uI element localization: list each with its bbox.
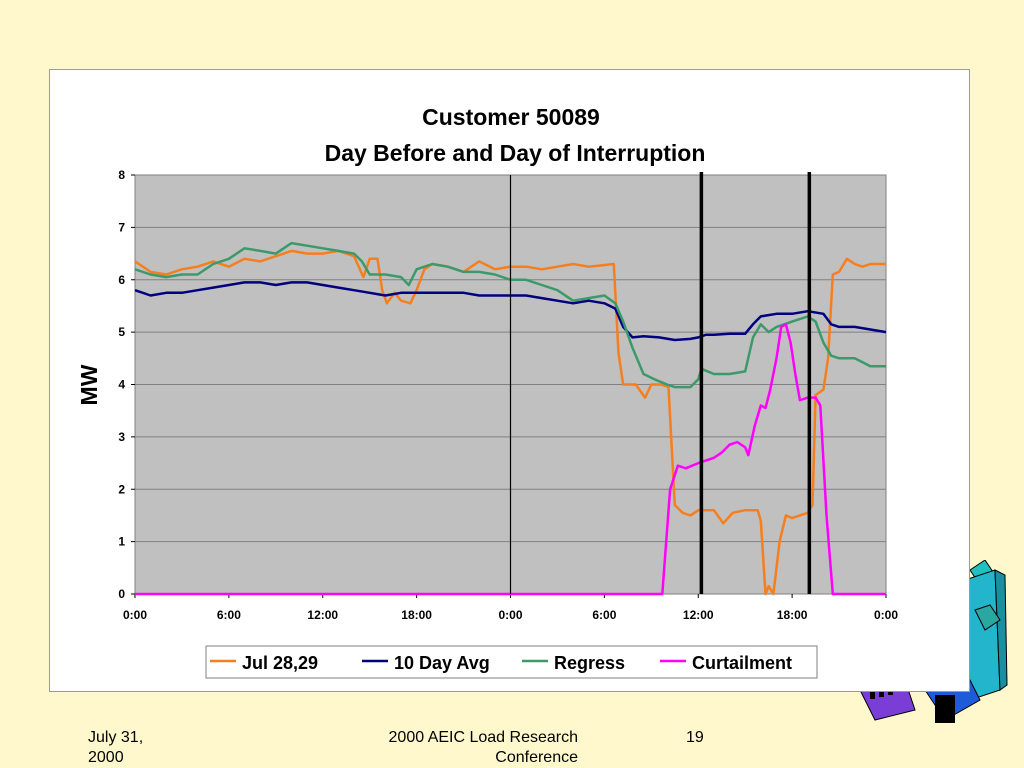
y-tick-label: 3 [118,430,125,444]
y-tick-label: 1 [118,535,125,549]
x-tick-label: 6:00 [217,608,241,622]
x-tick-label: 12:00 [307,608,338,622]
x-tick-labels: 0:00 6:00 12:00 18:00 0:00 6:00 12:00 18:00 0:00 [123,594,898,622]
y-tick-label: 8 [118,168,125,182]
footer-date: July 31, 2000 [88,728,143,768]
interruption-markers [509,172,812,594]
series-line-regress [134,241,886,389]
chart-subtitle: Day Before and Day of Interruption [325,140,706,166]
chart-title: Customer 50089 [422,104,600,130]
y-tick-labels: 0 1 2 3 4 5 6 7 8 [118,168,135,601]
y-tick-label: 0 [118,587,125,601]
x-tick-label: 18:00 [777,608,808,622]
x-tick-label: 0:00 [874,608,898,622]
y-tick-label: 2 [118,482,125,496]
chart-frame: Customer 50089 Day Before and Day of Int… [49,69,970,692]
line-chart: Customer 50089 Day Before and Day of Int… [76,104,898,679]
legend-label: Jul 28,29 [242,653,318,673]
y-axis-label: MW [76,364,102,405]
x-tick-label: 12:00 [683,608,714,622]
y-tick-label: 4 [118,378,125,392]
footer-date-line1: July 31, [88,729,144,746]
x-tick-label: 18:00 [401,608,432,622]
legend-box [205,645,818,679]
y-tick-label: 7 [118,220,125,234]
x-tick-label: 0:00 [123,608,147,622]
legend-label: Curtailment [692,653,792,673]
x-tick-label: 0:00 [498,608,522,622]
y-tick-label: 5 [118,325,125,339]
legend-label: 10 Day Avg [394,653,490,673]
x-tick-label: 6:00 [592,608,616,622]
footer-conf-line2: Conference [495,749,578,766]
series-line-10-day-avg [134,281,887,342]
page-number: 19 [686,729,704,746]
y-tick-label: 6 [118,273,125,287]
series-line-jul-28-29 [134,249,886,596]
footer-conference: 2000 AEIC Load Research Conference [340,728,578,768]
footer-date-line2: 2000 [88,749,124,766]
legend-label: Regress [554,653,625,673]
legend: Jul 28,29 10 Day Avg Regress Curtailment [210,653,792,673]
footer-conf-line1: 2000 AEIC Load Research [388,729,578,746]
